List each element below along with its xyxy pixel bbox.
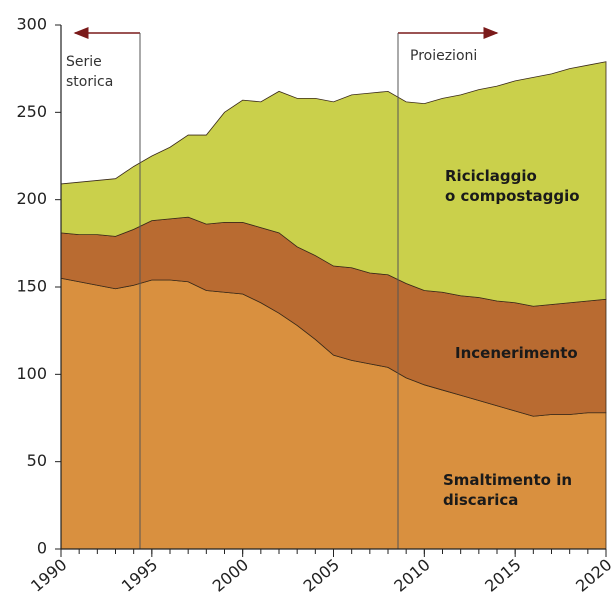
y-tick-label: 300 [16,15,47,34]
annotation: Serie storica [66,54,114,90]
annotation: Proiezioni [410,48,478,64]
x-tick-label: 1990 [27,555,70,596]
y-tick-label: 200 [16,189,47,208]
x-tick-label: 2005 [300,555,343,596]
x-tick-label: 2015 [481,555,524,596]
x-tick-label: 2000 [209,555,252,596]
area [60,61,607,307]
y-tick-label: 50 [27,451,47,470]
x-tick-label: 1995 [118,555,161,596]
x-tick-label: 2020 [572,555,614,596]
y-tick-label: 150 [16,277,47,296]
series-label: Incenerimento [455,344,578,362]
series-label: Riciclaggio o compostaggio [445,167,580,205]
y-tick-label: 250 [16,102,47,121]
y-tick-label: 100 [16,364,47,383]
x-tick-label: 2010 [390,555,433,596]
series-label: Smaltimento in discarica [443,471,573,509]
y-tick-label: 0 [37,539,47,558]
